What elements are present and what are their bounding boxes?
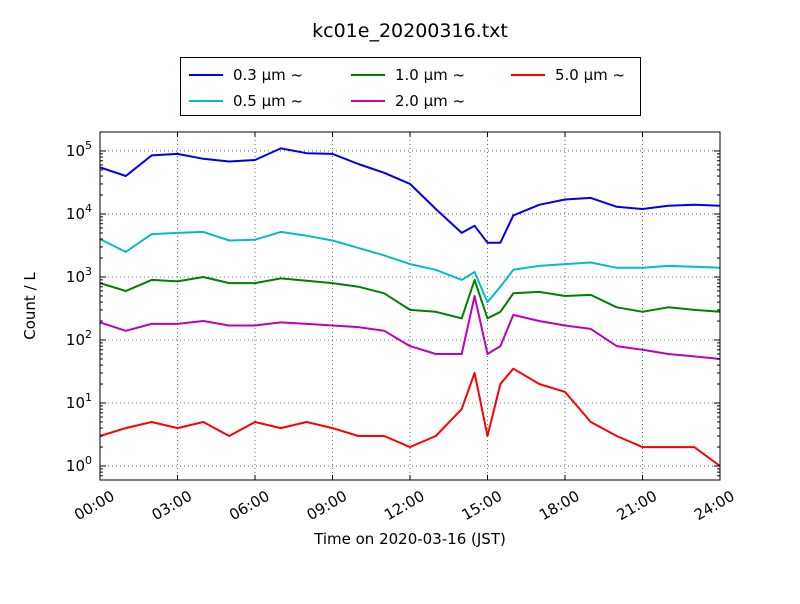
y-tick-labels: 100 101 102 103 104 105: [66, 139, 92, 475]
y-tick-label: 104: [66, 202, 92, 223]
legend-swatch-0.3um: [189, 74, 223, 76]
y-tick-label: 101: [66, 391, 92, 412]
x-tick-label: 12:00: [381, 487, 427, 524]
series-lines: [99, 147, 721, 467]
series-line-0: [99, 147, 721, 244]
legend-label-1.0um: 1.0 µm ~: [395, 66, 466, 84]
x-tick-label: 03:00: [149, 487, 195, 524]
x-tick-label: 18:00: [536, 487, 582, 524]
x-axis-label: Time on 2020-03-16 (JST): [313, 530, 506, 548]
legend-label-2.0um: 2.0 µm ~: [395, 92, 466, 110]
x-tick-label: 21:00: [614, 487, 660, 524]
legend-swatch-2.0um: [351, 100, 385, 102]
y-axis-label: Count / L: [21, 272, 39, 340]
y-tick-label: 102: [66, 328, 92, 349]
ticks: [99, 131, 721, 481]
legend: 0.3 µm ~ 1.0 µm ~ 5.0 µm ~ 0.5 µm ~ 2.0 …: [180, 57, 641, 116]
y-tick-label: 105: [66, 139, 92, 160]
legend-label-0.5um: 0.5 µm ~: [233, 92, 304, 110]
x-tick-label: 00:00: [71, 487, 117, 524]
legend-swatch-5.0um: [511, 74, 545, 76]
x-tick-label: 09:00: [304, 487, 350, 524]
series-line-3: [99, 295, 721, 360]
legend-label-5.0um: 5.0 µm ~: [555, 66, 626, 84]
y-tick-label: 100: [66, 454, 92, 475]
series-line-1: [99, 230, 721, 304]
legend-label-0.3um: 0.3 µm ~: [233, 66, 304, 84]
series-line-4: [99, 367, 721, 467]
legend-swatch-0.5um: [189, 100, 223, 102]
chart-title: kc01e_20200316.txt: [312, 20, 508, 42]
grid: [100, 132, 720, 480]
x-tick-label: 24:00: [691, 487, 737, 524]
x-tick-label: 15:00: [459, 487, 505, 524]
y-tick-label: 103: [66, 265, 92, 286]
x-tick-labels: 00:00 03:00 06:00 09:00 12:00 15:00 18:00 21:00…: [71, 487, 737, 524]
series-line-2: [99, 276, 721, 320]
x-tick-label: 06:00: [226, 487, 272, 524]
legend-swatch-1.0um: [351, 74, 385, 76]
